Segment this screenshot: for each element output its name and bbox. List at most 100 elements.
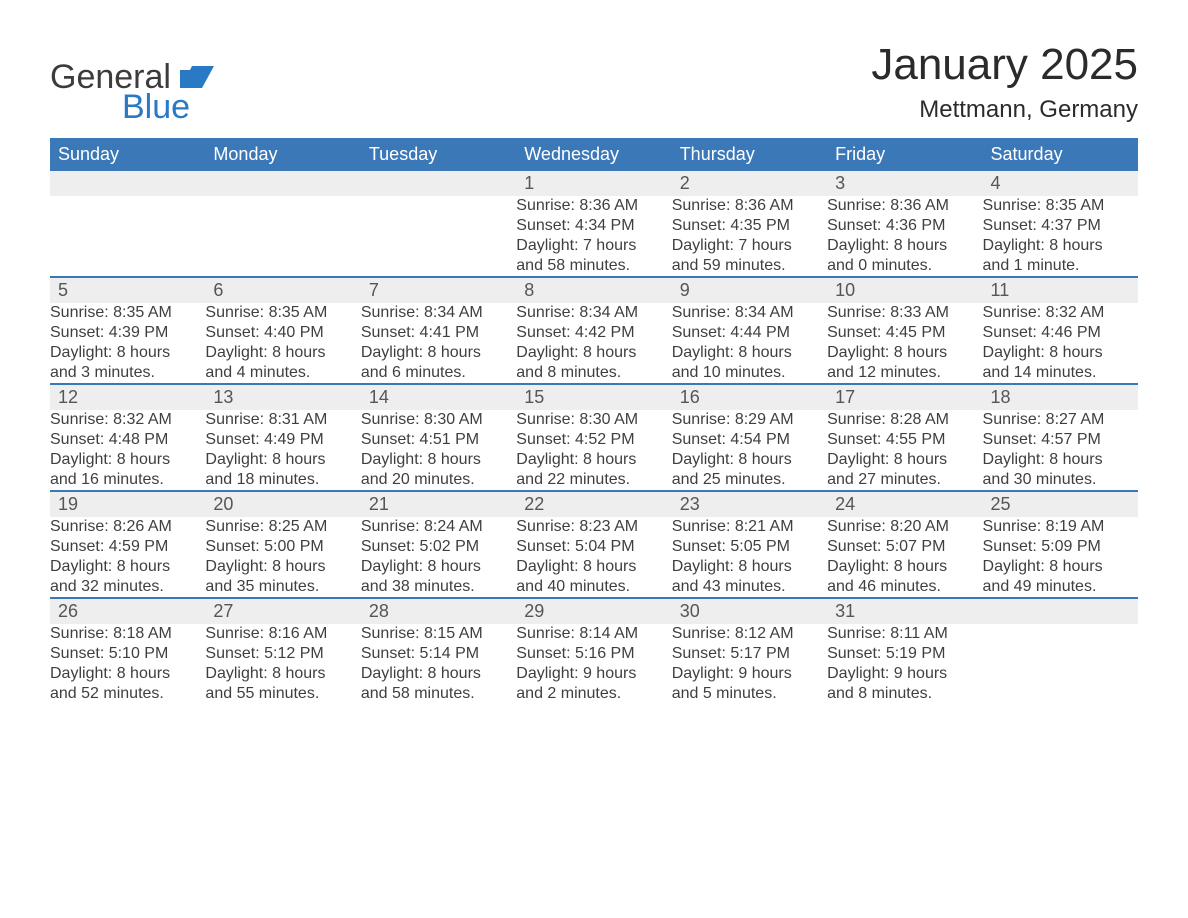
- sunset-text: Sunset: 4:59 PM: [50, 537, 205, 557]
- calendar-cell-number: 4: [983, 171, 1138, 196]
- daylight-text-1: Daylight: 8 hours: [672, 557, 827, 577]
- sunset-text: Sunset: 5:02 PM: [361, 537, 516, 557]
- daylight-text-1: Daylight: 8 hours: [205, 450, 360, 470]
- calendar-cell-number: 20: [205, 491, 360, 517]
- calendar-cell-details: Sunrise: 8:33 AMSunset: 4:45 PMDaylight:…: [827, 303, 982, 384]
- sunset-text: Sunset: 5:00 PM: [205, 537, 360, 557]
- day-number: 14: [361, 385, 516, 410]
- sunset-text: Sunset: 4:45 PM: [827, 323, 982, 343]
- daylight-text-1: Daylight: 8 hours: [983, 236, 1138, 256]
- weekday-header-row: Sunday Monday Tuesday Wednesday Thursday…: [50, 138, 1138, 171]
- calendar-cell-number: 16: [672, 384, 827, 410]
- daylight-text-2: and 58 minutes.: [361, 684, 516, 704]
- daylight-text-1: Daylight: 8 hours: [516, 557, 671, 577]
- calendar-cell-number: 8: [516, 277, 671, 303]
- daylight-text-1: Daylight: 8 hours: [516, 450, 671, 470]
- sunrise-text: Sunrise: 8:16 AM: [205, 624, 360, 644]
- daylight-text-1: Daylight: 8 hours: [205, 664, 360, 684]
- daylight-text-2: and 46 minutes.: [827, 577, 982, 597]
- daylight-text-1: Daylight: 8 hours: [827, 236, 982, 256]
- calendar-cell-number: 2: [672, 171, 827, 196]
- day-details: Sunrise: 8:31 AMSunset: 4:49 PMDaylight:…: [205, 410, 360, 490]
- calendar-cell-details: Sunrise: 8:16 AMSunset: 5:12 PMDaylight:…: [205, 624, 360, 704]
- sunrise-text: Sunrise: 8:35 AM: [50, 303, 205, 323]
- weekday-header: Sunday: [50, 138, 205, 171]
- day-details: Sunrise: 8:32 AMSunset: 4:48 PMDaylight:…: [50, 410, 205, 490]
- calendar-cell-number: 25: [983, 491, 1138, 517]
- calendar-cell-number: 1: [516, 171, 671, 196]
- sunrise-text: Sunrise: 8:28 AM: [827, 410, 982, 430]
- calendar-cell-details: Sunrise: 8:26 AMSunset: 4:59 PMDaylight:…: [50, 517, 205, 598]
- sunrise-text: Sunrise: 8:31 AM: [205, 410, 360, 430]
- calendar-cell-details: Sunrise: 8:14 AMSunset: 5:16 PMDaylight:…: [516, 624, 671, 704]
- daylight-text-2: and 49 minutes.: [983, 577, 1138, 597]
- brand-part2: Blue: [122, 90, 190, 126]
- calendar-cell-details: Sunrise: 8:36 AMSunset: 4:35 PMDaylight:…: [672, 196, 827, 277]
- daylight-text-1: Daylight: 8 hours: [50, 450, 205, 470]
- sunset-text: Sunset: 4:34 PM: [516, 216, 671, 236]
- daylight-text-1: Daylight: 7 hours: [516, 236, 671, 256]
- sunrise-text: Sunrise: 8:34 AM: [672, 303, 827, 323]
- day-number: 10: [827, 278, 982, 303]
- day-number: 28: [361, 599, 516, 624]
- sunset-text: Sunset: 5:07 PM: [827, 537, 982, 557]
- sunrise-text: Sunrise: 8:35 AM: [205, 303, 360, 323]
- daylight-text-2: and 1 minute.: [983, 256, 1138, 276]
- sunset-text: Sunset: 4:55 PM: [827, 430, 982, 450]
- day-number: 15: [516, 385, 671, 410]
- daylight-text-2: and 6 minutes.: [361, 363, 516, 383]
- daylight-text-2: and 25 minutes.: [672, 470, 827, 490]
- weekday-header: Tuesday: [361, 138, 516, 171]
- calendar-cell-details: Sunrise: 8:31 AMSunset: 4:49 PMDaylight:…: [205, 410, 360, 491]
- calendar-cell-number: 27: [205, 598, 360, 624]
- day-details: Sunrise: 8:21 AMSunset: 5:05 PMDaylight:…: [672, 517, 827, 597]
- sunset-text: Sunset: 4:40 PM: [205, 323, 360, 343]
- sunrise-text: Sunrise: 8:34 AM: [361, 303, 516, 323]
- day-number: 25: [983, 492, 1138, 517]
- day-number: 2: [672, 171, 827, 196]
- daylight-text-2: and 10 minutes.: [672, 363, 827, 383]
- calendar-cell-number: 7: [361, 277, 516, 303]
- month-title: January 2025: [871, 40, 1138, 90]
- daylight-text-1: Daylight: 9 hours: [516, 664, 671, 684]
- daylight-text-2: and 30 minutes.: [983, 470, 1138, 490]
- daylight-text-1: Daylight: 8 hours: [827, 343, 982, 363]
- sunset-text: Sunset: 4:46 PM: [983, 323, 1138, 343]
- sunrise-text: Sunrise: 8:21 AM: [672, 517, 827, 537]
- day-number: 30: [672, 599, 827, 624]
- calendar-cell-number: 23: [672, 491, 827, 517]
- daylight-text-2: and 58 minutes.: [516, 256, 671, 276]
- day-number: 23: [672, 492, 827, 517]
- calendar-cell-number: 11: [983, 277, 1138, 303]
- calendar-cell-number: 18: [983, 384, 1138, 410]
- day-number: 21: [361, 492, 516, 517]
- daylight-text-1: Daylight: 8 hours: [516, 343, 671, 363]
- day-number: 31: [827, 599, 982, 624]
- sunset-text: Sunset: 5:12 PM: [205, 644, 360, 664]
- daylight-text-2: and 38 minutes.: [361, 577, 516, 597]
- day-number: 20: [205, 492, 360, 517]
- calendar-cell-details: Sunrise: 8:35 AMSunset: 4:39 PMDaylight:…: [50, 303, 205, 384]
- sunset-text: Sunset: 4:48 PM: [50, 430, 205, 450]
- day-number: 9: [672, 278, 827, 303]
- calendar-cell-details: Sunrise: 8:35 AMSunset: 4:37 PMDaylight:…: [983, 196, 1138, 277]
- day-details: Sunrise: 8:23 AMSunset: 5:04 PMDaylight:…: [516, 517, 671, 597]
- calendar-cell-number: 31: [827, 598, 982, 624]
- calendar-cell-number: 28: [361, 598, 516, 624]
- day-number-row: 19202122232425: [50, 491, 1138, 517]
- sunset-text: Sunset: 4:41 PM: [361, 323, 516, 343]
- daylight-text-1: Daylight: 8 hours: [672, 343, 827, 363]
- daylight-text-1: Daylight: 8 hours: [361, 664, 516, 684]
- daylight-text-1: Daylight: 9 hours: [672, 664, 827, 684]
- daylight-text-2: and 5 minutes.: [672, 684, 827, 704]
- calendar-cell-details: [983, 624, 1138, 704]
- sunrise-text: Sunrise: 8:15 AM: [361, 624, 516, 644]
- day-details-row: Sunrise: 8:36 AMSunset: 4:34 PMDaylight:…: [50, 196, 1138, 277]
- location-label: Mettmann, Germany: [871, 96, 1138, 124]
- sunrise-text: Sunrise: 8:36 AM: [827, 196, 982, 216]
- daylight-text-2: and 8 minutes.: [827, 684, 982, 704]
- day-details: Sunrise: 8:36 AMSunset: 4:34 PMDaylight:…: [516, 196, 671, 276]
- calendar-cell-details: Sunrise: 8:23 AMSunset: 5:04 PMDaylight:…: [516, 517, 671, 598]
- daylight-text-1: Daylight: 8 hours: [361, 450, 516, 470]
- daylight-text-1: Daylight: 8 hours: [827, 557, 982, 577]
